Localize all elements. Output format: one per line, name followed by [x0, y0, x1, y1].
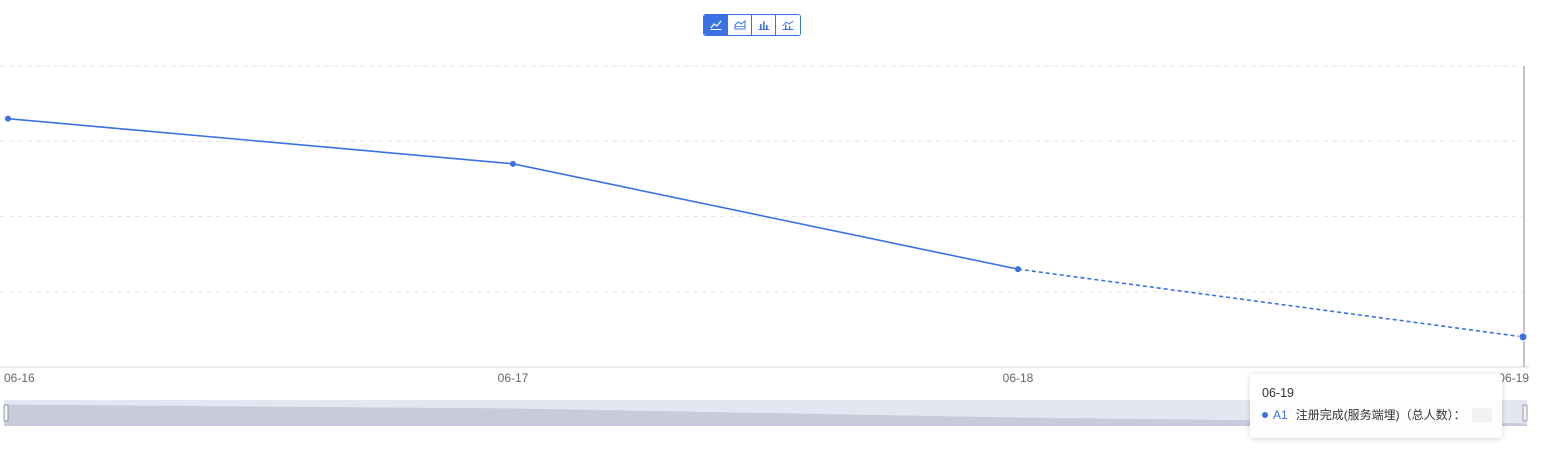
x-tick-label: 06-18 [1003, 371, 1034, 385]
tooltip-series-label: A1 [1273, 407, 1288, 422]
chart-tooltip: 06-19 A1 注册完成(服务端埋)（总人数）： [1250, 374, 1502, 438]
tooltip-row: A1 注册完成(服务端埋)（总人数）： [1262, 406, 1502, 423]
x-tick-label: 06-16 [4, 371, 35, 385]
data-zoom-preview-area [4, 404, 1527, 426]
combo-chart-icon [782, 20, 794, 30]
tooltip-title: 06-19 [1262, 386, 1294, 400]
x-tick-label: 06-19 [1498, 371, 1529, 385]
line-chart-icon [710, 20, 721, 30]
data-zoom-left-handle[interactable] [3, 404, 9, 422]
bar-chart-icon [758, 21, 769, 30]
data-point [1518, 332, 1528, 342]
data-zoom-right-handle[interactable] [1522, 404, 1528, 422]
combo-chart-button[interactable] [776, 15, 800, 35]
x-tick-label: 06-17 [498, 371, 529, 385]
series-dot-icon [1262, 411, 1268, 418]
data-point [1015, 266, 1021, 273]
data-point [5, 115, 11, 122]
data-point [510, 160, 516, 167]
line-chart-button[interactable] [704, 15, 728, 35]
chart-type-toolbar [703, 14, 801, 36]
area-chart-icon [734, 20, 745, 30]
series-line-projected [1017, 268, 1524, 338]
tooltip-value [1471, 407, 1492, 422]
bar-chart-button[interactable] [752, 15, 776, 35]
area-chart-button[interactable] [728, 15, 752, 35]
tooltip-metric-label: 注册完成(服务端埋)（总人数）： [1295, 408, 1466, 422]
